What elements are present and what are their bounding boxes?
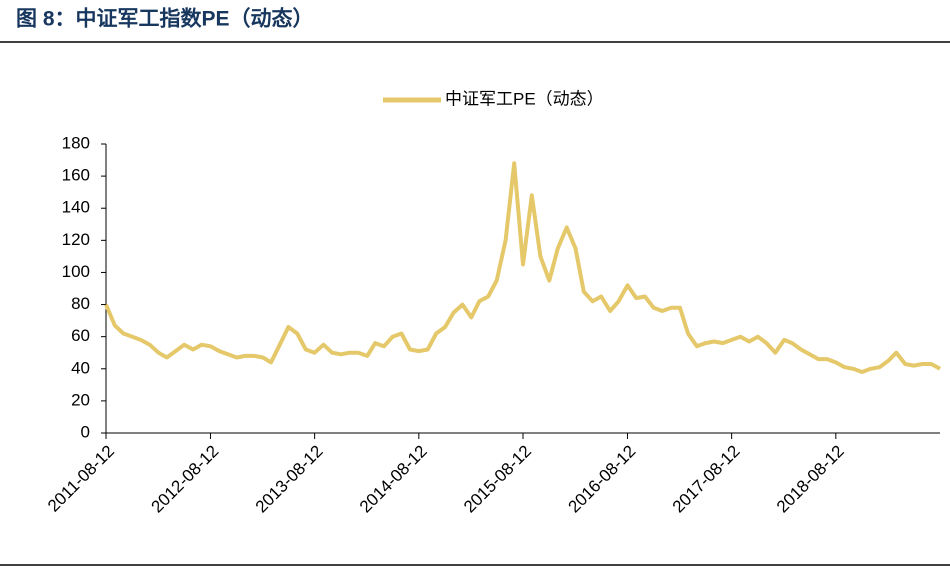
x-tick-label: 2011-08-12	[44, 442, 118, 516]
y-tick-label: 20	[71, 390, 90, 409]
y-tick-label: 140	[62, 198, 90, 217]
x-tick-label: 2014-08-12	[356, 442, 431, 517]
y-tick-label: 180	[62, 133, 90, 152]
y-tick-label: 40	[71, 358, 90, 377]
x-tick-label: 2017-08-12	[669, 442, 744, 517]
legend-label: 中证军工PE（动态）	[445, 89, 604, 108]
x-tick-label: 2013-08-12	[252, 442, 327, 517]
y-tick-label: 80	[71, 294, 90, 313]
data-line	[104, 161, 941, 374]
x-tick-label: 2015-08-12	[460, 442, 535, 517]
y-tick-label: 100	[62, 262, 90, 281]
y-tick-label: 160	[62, 166, 90, 185]
y-tick-label: 120	[62, 230, 90, 249]
x-tick-label: 2016-08-12	[565, 442, 640, 517]
y-tick-label: 0	[81, 422, 90, 441]
x-tick-label: 2012-08-12	[148, 442, 223, 517]
x-tick-label: 2018-08-12	[773, 442, 848, 517]
chart-title: 图 8：中证军工指数PE（动态）	[16, 7, 314, 31]
y-tick-label: 60	[71, 326, 90, 345]
